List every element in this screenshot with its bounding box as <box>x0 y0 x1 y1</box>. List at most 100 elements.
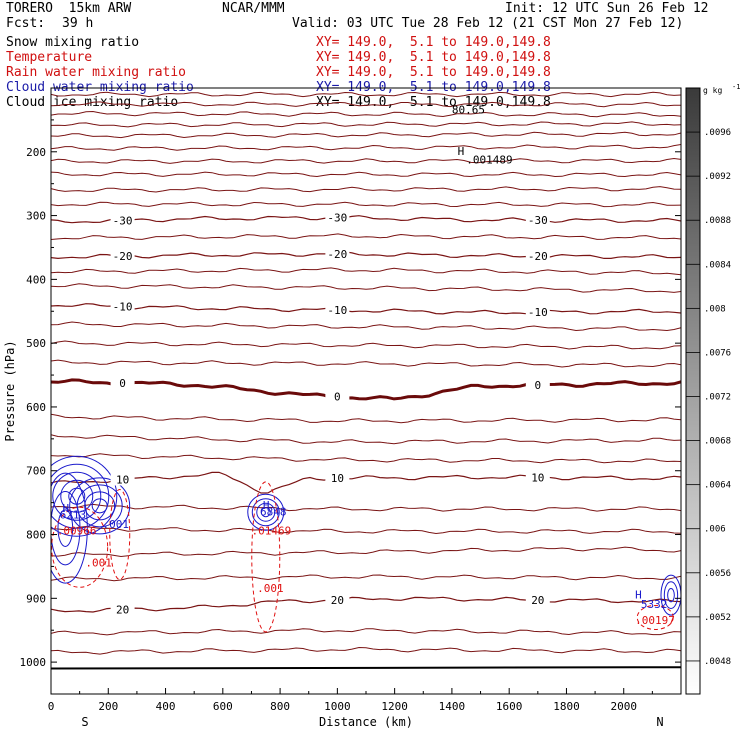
contour-label-bg <box>525 250 550 263</box>
isotherm-line <box>51 340 681 350</box>
cloud-water-contour <box>57 509 74 547</box>
rain-water-contour <box>636 604 674 630</box>
colorbar-tick-label: .0068 <box>704 437 731 447</box>
contour-label: 20 <box>331 594 344 607</box>
isotherm-line <box>51 110 681 118</box>
x-tick-label: 600 <box>213 700 233 713</box>
isotherm-10 <box>51 471 681 494</box>
isotherm-line <box>51 525 681 535</box>
isotherm-line <box>51 574 681 582</box>
x-tick-label: 1000 <box>324 700 351 713</box>
contour-label-bg <box>325 211 350 224</box>
y-tick-label: 200 <box>26 146 46 159</box>
x-tick-label: 0 <box>48 700 55 713</box>
cloud-water-contour <box>260 507 271 518</box>
y-tick-label: 700 <box>26 465 46 478</box>
isotherm-line <box>51 321 681 332</box>
center-label: NCAR/MMM <box>222 1 285 16</box>
x-tick-label: 1600 <box>496 700 523 713</box>
colorbar-tick-label: .0084 <box>704 260 731 270</box>
y-tick-label: 800 <box>26 529 46 542</box>
contour-label-bg <box>525 471 550 484</box>
plot-frame <box>50 87 682 695</box>
field-snow-name: Snow mixing ratio <box>6 35 140 50</box>
contour-label-bg <box>110 214 135 227</box>
colorbar-tick-label: .0072 <box>704 393 731 403</box>
isotherm-line <box>51 233 681 240</box>
x-tick-label: 2000 <box>610 700 637 713</box>
cloud-water-label: 6848 <box>260 505 287 518</box>
contour-label: -30 <box>113 214 133 227</box>
ground-line <box>51 666 681 670</box>
contour-label: -20 <box>327 248 347 261</box>
isotherm-line <box>51 283 681 293</box>
isotherm-line <box>51 413 681 424</box>
field-rain-name: Rain water mixing ratio <box>6 65 187 80</box>
cloud-water-contour <box>52 471 102 521</box>
cloud-water-contour <box>247 493 285 531</box>
cloud-water-contour <box>251 498 280 527</box>
field-rain-xy: XY= 149.0, 5.1 to 149.0,149.8 <box>316 65 551 80</box>
colorbar-scale <box>685 87 701 695</box>
contour-label-bg <box>525 378 550 391</box>
cloud-water-contour <box>51 463 110 529</box>
isotherm-line <box>51 131 681 139</box>
isotherm-line <box>51 101 681 108</box>
start-point-label: S <box>81 715 88 729</box>
contour-label: -20 <box>113 250 133 263</box>
isotherm-line <box>51 121 681 128</box>
isotherm-line <box>51 201 681 208</box>
model-title: TORERO 15km ARW <box>6 1 132 16</box>
isotherm-line <box>51 157 681 164</box>
contour-label: 20 <box>116 603 129 616</box>
value-label: 80.65 <box>452 104 485 117</box>
rain-label: .001 <box>85 556 112 569</box>
contour-label: -10 <box>113 300 133 313</box>
isotherm-line <box>51 646 681 655</box>
contour-label-bg <box>110 377 135 390</box>
colorbar-unit-exponent: -1 <box>732 83 740 91</box>
contour-label-bg <box>325 303 350 316</box>
forecast-label: Fcst: <box>6 16 46 31</box>
rain-water-contour <box>251 481 281 633</box>
isotherm-line <box>51 267 681 276</box>
field-temperature-name: Temperature <box>6 50 93 65</box>
contour-label: 10 <box>531 471 544 484</box>
rain-label: .00197 <box>635 614 675 627</box>
y-tick-label: 500 <box>26 337 46 350</box>
contour-label: 0 <box>119 377 126 390</box>
contour-label: 0 <box>334 391 341 404</box>
contour-label: 10 <box>116 474 129 487</box>
isotherm-20 <box>51 596 681 613</box>
cloud-water-contour <box>51 490 81 566</box>
contour-label: 20 <box>531 594 544 607</box>
isotherm-line <box>51 91 681 98</box>
y-axis-label: Pressure (hPa) <box>3 340 17 441</box>
contour-label: 10 <box>331 472 344 485</box>
isotherm-minus10 <box>51 303 681 315</box>
cloud-water-label: 5332 <box>641 598 668 611</box>
cloud-water-contour <box>51 455 118 537</box>
x-tick-label: 200 <box>98 700 118 713</box>
contour-label: -10 <box>528 306 548 319</box>
colorbar-tick-label: .0096 <box>704 128 731 138</box>
x-tick-label: 1200 <box>381 700 408 713</box>
field-snow-xy: XY= 149.0, 5.1 to 149.0,149.8 <box>316 35 551 50</box>
extremum-marker: H <box>458 145 465 158</box>
isotherm-line <box>51 186 681 193</box>
init-time: Init: 12 UTC Sun 26 Feb 12 <box>505 1 709 16</box>
isotherm-minus20 <box>51 251 681 260</box>
contour-label-bg <box>110 250 135 263</box>
rain-label: .01469 <box>251 525 291 538</box>
value-label: .001489 <box>466 153 512 166</box>
contour-label: -20 <box>528 250 548 263</box>
cloud-water-label: .001 <box>103 518 130 531</box>
isotherm-line <box>51 503 681 512</box>
colorbar-tick-label: .0052 <box>704 613 731 623</box>
contour-label-bg <box>110 473 135 486</box>
cloud-water-contour <box>69 477 131 535</box>
colorbar-tick-label: .006 <box>704 525 726 535</box>
valid-time: Valid: 03 UTC Tue 28 Feb 12 (21 CST Mon … <box>292 16 684 31</box>
isotherm-line <box>51 628 681 636</box>
